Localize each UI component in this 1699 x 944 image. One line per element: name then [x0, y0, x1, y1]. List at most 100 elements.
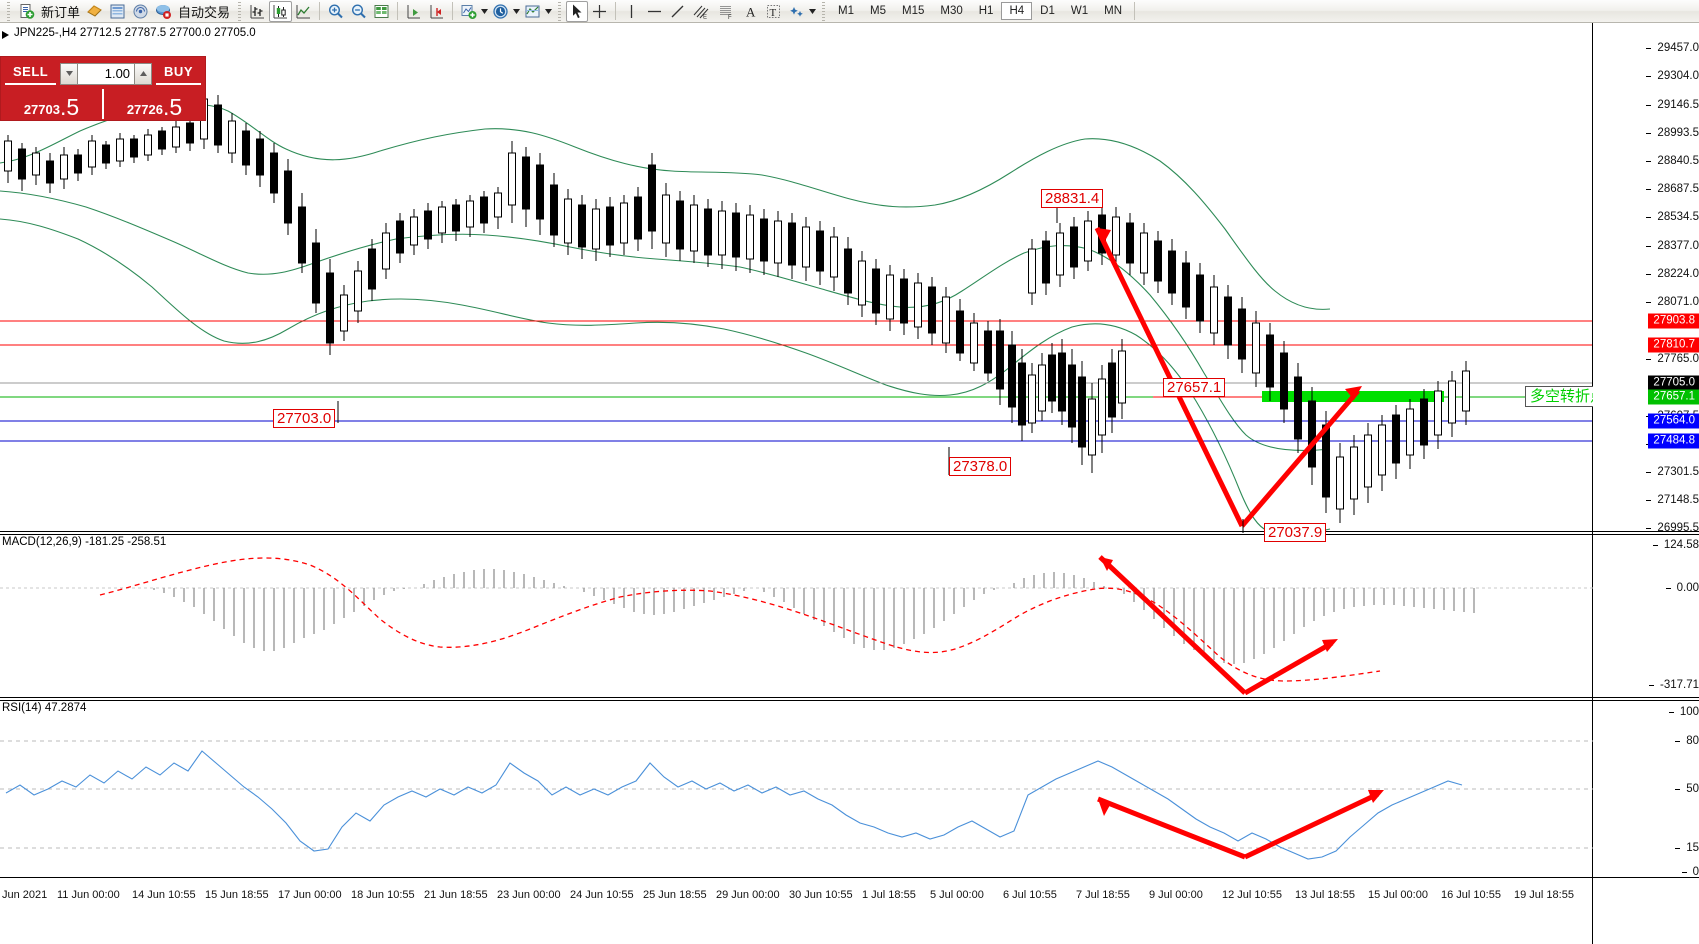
price-level-27810-7[interactable]: 27810.7 — [1648, 337, 1699, 353]
line-chart-icon[interactable] — [292, 1, 315, 22]
annotation-27703-0[interactable]: 27703.0 — [273, 409, 336, 428]
market-watch-icon[interactable] — [106, 1, 129, 22]
buy-price[interactable]: 27726 .5 — [104, 87, 205, 121]
toolbar-grip-3[interactable] — [556, 1, 564, 21]
annotation-turning-point[interactable]: 多空转折点 — [1525, 386, 1593, 407]
timeframe-d1[interactable]: D1 — [1040, 5, 1055, 17]
crosshair-icon[interactable] — [588, 1, 611, 22]
timeframe-h1[interactable]: H1 — [978, 5, 994, 17]
new-order-label[interactable]: 新订单 — [41, 4, 81, 20]
add-indicator-dropdown-icon[interactable] — [480, 8, 489, 14]
equidistant-channel-icon[interactable]: E — [689, 1, 714, 22]
time-label-13: 5 Jul 00:00 — [930, 889, 984, 901]
add-indicator-icon[interactable] — [457, 1, 480, 22]
price-tick-8: 28224.0 — [1646, 268, 1699, 280]
indicators-icon[interactable] — [83, 1, 106, 22]
price-tick-14: 27148.5 — [1646, 494, 1699, 506]
toolbar-grip-2[interactable] — [236, 1, 244, 21]
macd-pane[interactable]: MACD(12,26,9) -181.25 -258.51 — [0, 535, 1593, 695]
rsi-tick-2: 50 — [1675, 783, 1699, 795]
chevron-down-icon[interactable] — [60, 62, 79, 85]
trade-panel-prices: 27703 .5 27726 .5 — [1, 87, 205, 121]
sell-price-dec: .5 — [59, 94, 80, 120]
annotation-27657-1[interactable]: 27657.1 — [1163, 378, 1226, 397]
current-bid-27705-0[interactable]: 27705.0 — [1648, 375, 1699, 391]
vertical-line-icon[interactable] — [620, 1, 643, 22]
macd-trend-arrow-up — [1243, 639, 1338, 695]
price-tick-9: 28071.0 — [1646, 296, 1699, 308]
one-click-trading-panel[interactable]: SELL 1.00 BUY 27703 .5 — [0, 56, 206, 121]
time-label-12: 1 Jul 18:55 — [862, 889, 916, 901]
chart-expand-icon[interactable] — [2, 31, 9, 39]
period-icon[interactable] — [489, 1, 512, 22]
rsi-pane-bottom-border — [0, 877, 1699, 878]
trendline-icon[interactable] — [666, 1, 689, 22]
time-label-6: 21 Jun 18:55 — [424, 889, 488, 901]
zoom-out-icon[interactable] — [347, 1, 370, 22]
candlestick-chart-icon[interactable] — [269, 0, 293, 22]
objects-dropdown-icon[interactable] — [808, 8, 817, 14]
toolbar-grip-4[interactable] — [820, 1, 828, 21]
auto-trading-icon[interactable] — [152, 1, 175, 22]
toolbar-grip[interactable] — [5, 1, 12, 21]
rsi-pane-top-border-2 — [0, 700, 1699, 701]
signals-icon[interactable] — [129, 1, 152, 22]
price-level-27564-0[interactable]: 27564.0 — [1648, 413, 1699, 429]
timeframe-w1[interactable]: W1 — [1070, 5, 1089, 17]
fibonacci-icon[interactable]: F — [714, 1, 739, 22]
cursor-icon[interactable] — [566, 0, 589, 22]
timeframe-m5[interactable]: M5 — [870, 5, 886, 17]
sell-button[interactable]: SELL — [5, 62, 57, 85]
volume-stepper[interactable]: 1.00 — [60, 62, 153, 85]
new-order-icon[interactable] — [15, 1, 38, 22]
timeframe-m1[interactable]: M1 — [838, 5, 855, 17]
chart-shift-icon[interactable] — [425, 1, 448, 22]
time-label-0: Jun 2021 — [2, 889, 48, 901]
price-level-27657-1[interactable]: 27657.1 — [1648, 389, 1699, 405]
auto-scroll-icon[interactable] — [402, 1, 425, 22]
time-label-5: 18 Jun 10:55 — [351, 889, 415, 901]
rsi-trend-arrow-up — [1243, 790, 1384, 860]
price-axis-separator — [1592, 23, 1593, 944]
timeframe-m30[interactable]: M30 — [940, 5, 963, 17]
timeframe-mn[interactable]: MN — [1104, 5, 1122, 17]
price-axis[interactable]: 29457.0 29304.0 29146.5 28993.5 28840.5 … — [1593, 23, 1699, 944]
rsi-pane[interactable]: RSI(14) 47.2874 — [0, 701, 1593, 877]
buy-button[interactable]: BUY — [156, 62, 201, 85]
price-tick-0: 29457.0 — [1646, 42, 1699, 54]
price-pane[interactable]: 28831.4 27703.0 27657.1 27378.0 27037.9 … — [0, 23, 1593, 553]
text-icon[interactable]: A — [739, 1, 762, 22]
price-level-27903-8[interactable]: 27903.8 — [1648, 313, 1699, 329]
sell-price-int: 27703 — [23, 102, 60, 117]
chart-area[interactable]: 28831.4 27703.0 27657.1 27378.0 27037.9 … — [0, 23, 1699, 944]
bar-chart-icon[interactable] — [246, 1, 269, 22]
zoom-in-icon[interactable] — [324, 1, 347, 22]
horizontal-line-icon[interactable] — [643, 1, 666, 22]
data-window-icon[interactable] — [370, 1, 393, 22]
period-dropdown-icon[interactable] — [512, 8, 521, 14]
time-label-16: 9 Jul 00:00 — [1149, 889, 1203, 901]
sell-price[interactable]: 27703 .5 — [1, 87, 102, 121]
volume-input[interactable]: 1.00 — [78, 62, 135, 85]
time-label-4: 17 Jun 00:00 — [278, 889, 342, 901]
timeframe-h4[interactable]: H4 — [1001, 2, 1033, 20]
annotation-27378-0[interactable]: 27378.0 — [949, 457, 1012, 476]
time-label-2: 14 Jun 10:55 — [132, 889, 196, 901]
annotation-28831-4[interactable]: 28831.4 — [1041, 189, 1104, 208]
chevron-up-icon[interactable] — [134, 62, 153, 85]
templates-dropdown-icon[interactable] — [544, 8, 553, 14]
templates-icon[interactable] — [521, 1, 544, 22]
toolbar-divider-1 — [319, 2, 321, 20]
time-label-17: 12 Jul 10:55 — [1222, 889, 1282, 901]
auto-trading-label[interactable]: 自动交易 — [178, 4, 231, 20]
price-level-27484-8[interactable]: 27484.8 — [1648, 433, 1699, 449]
main-toolbar: 新订单 自动交易 — [0, 0, 1699, 23]
symbol-info-line: JPN225-,H4 27712.5 27787.5 27700.0 27705… — [14, 27, 256, 39]
rsi-indicator-label: RSI(14) 47.2874 — [2, 702, 87, 714]
toolbar-divider-5 — [1134, 2, 1135, 20]
label-icon[interactable]: T — [762, 1, 785, 22]
annotation-27037-9[interactable]: 27037.9 — [1264, 523, 1327, 542]
timeframe-m15[interactable]: M15 — [902, 5, 925, 17]
objects-icon[interactable] — [785, 1, 808, 22]
time-axis[interactable]: Jun 2021 11 Jun 00:00 14 Jun 10:55 15 Ju… — [0, 879, 1593, 909]
